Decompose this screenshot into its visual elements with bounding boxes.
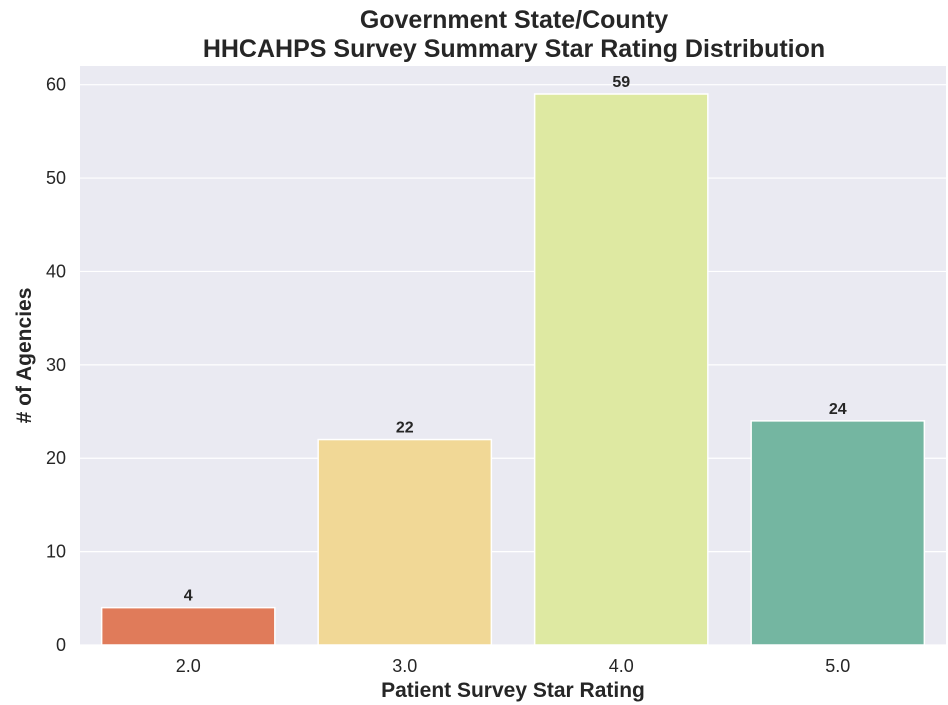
y-axis-ticks: 0 10 20 30 40 50 60 xyxy=(46,75,66,655)
data-label: 4 xyxy=(184,588,193,605)
y-tick-label: 10 xyxy=(46,542,66,562)
y-tick-label: 30 xyxy=(46,355,66,375)
bar-2.0 xyxy=(100,606,276,646)
data-label: 22 xyxy=(396,420,414,437)
chart-title-line-2: HHCAHPS Survey Summary Star Rating Distr… xyxy=(202,35,826,63)
data-labels: 4 22 59 24 xyxy=(184,74,847,605)
bars xyxy=(100,93,926,646)
x-axis-ticks: 2.0 3.0 4.0 5.0 xyxy=(176,656,851,676)
y-tick-label: 50 xyxy=(46,168,66,188)
x-tick-label: 3.0 xyxy=(392,656,417,676)
x-tick-label: 2.0 xyxy=(176,656,201,676)
chart-title-line-1: Government State/County xyxy=(359,6,669,34)
y-tick-label: 40 xyxy=(46,261,66,281)
y-axis-label: # of Agencies xyxy=(13,288,36,424)
y-tick-label: 20 xyxy=(46,448,66,468)
bar-3.0 xyxy=(317,438,493,646)
data-label: 59 xyxy=(612,74,630,91)
y-tick-label: 60 xyxy=(46,75,66,95)
bar-5.0 xyxy=(750,420,926,646)
x-axis-label: Patient Survey Star Rating xyxy=(381,679,645,702)
bar-4.0 xyxy=(533,93,709,646)
chart-title: Government State/County HHCAHPS Survey S… xyxy=(80,6,948,64)
x-tick-label: 4.0 xyxy=(609,656,634,676)
y-tick-label: 0 xyxy=(56,635,66,655)
data-label: 24 xyxy=(829,401,847,418)
x-tick-label: 5.0 xyxy=(825,656,850,676)
